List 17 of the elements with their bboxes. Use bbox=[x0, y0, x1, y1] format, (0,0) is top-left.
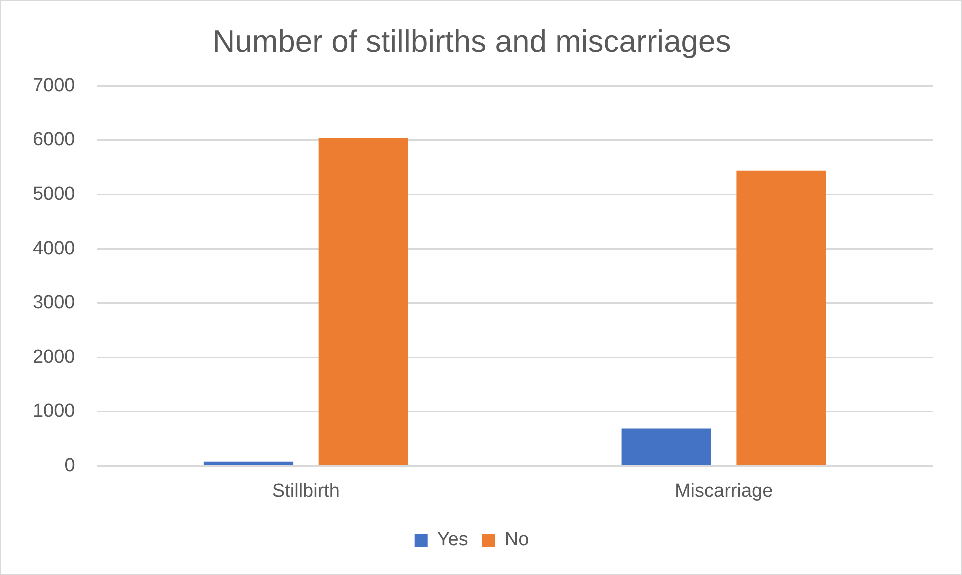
legend-label: No bbox=[504, 530, 530, 551]
y-tick-label: 1000 bbox=[32, 401, 76, 422]
bar bbox=[318, 138, 408, 466]
chart-title: Number of stillbirths and miscarriages bbox=[212, 24, 732, 60]
y-tick-label: 4000 bbox=[32, 238, 76, 260]
y-tick-label: 6000 bbox=[32, 130, 76, 151]
y-tick-label: 3000 bbox=[32, 292, 76, 314]
legend-label: Yes bbox=[437, 530, 468, 551]
y-tick-label: 2000 bbox=[32, 346, 76, 368]
x-tick-label: Miscarriage bbox=[674, 480, 774, 502]
y-tick-label: 0 bbox=[64, 455, 76, 476]
x-tick-label: Stillbirth bbox=[272, 480, 340, 502]
y-tick-label: 5000 bbox=[32, 184, 76, 206]
y-tick-label: 7000 bbox=[32, 75, 76, 96]
bar bbox=[736, 170, 826, 466]
bar bbox=[622, 428, 712, 466]
bar bbox=[204, 462, 294, 466]
